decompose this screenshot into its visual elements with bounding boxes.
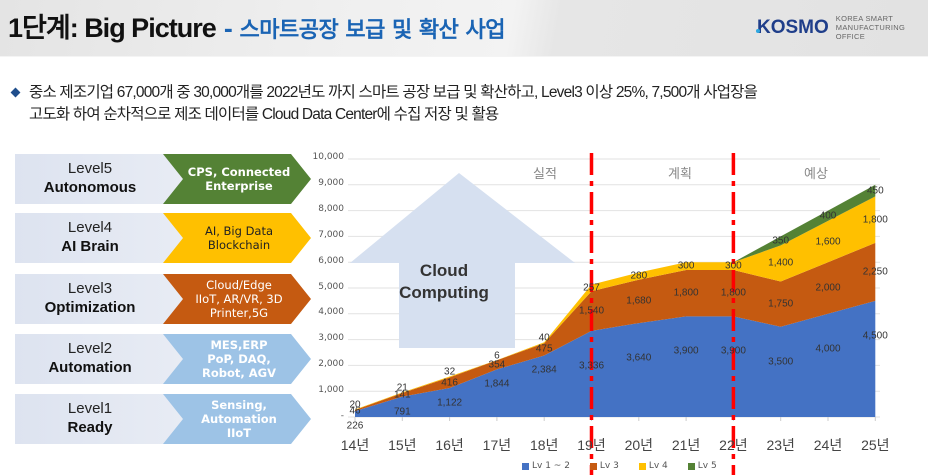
data-label: 4,000 [815, 343, 841, 355]
data-label: 2,000 [815, 282, 841, 294]
data-label: 450 [866, 185, 884, 197]
data-label: 1,540 [578, 305, 605, 317]
data-label: 20 [349, 399, 361, 411]
data-label: 1,800 [720, 287, 746, 299]
logo-mark: KOSMO [756, 16, 829, 38]
data-label: 1,800 [673, 287, 699, 299]
section-forecast: 예상 [804, 167, 828, 182]
data-label: 416 [441, 377, 458, 389]
bullet-line-1: 중소 제조기업 67,000개 중 30,000개를 2022년도 까지 스마트… [29, 84, 758, 101]
x-tick-label: 20년 [624, 437, 654, 453]
data-label: 46 [349, 405, 361, 417]
x-tick-label: 19년 [577, 437, 606, 453]
data-label: 350 [772, 235, 790, 247]
level-1-label: Level1 Ready [15, 394, 185, 444]
level-5-tech-arrow: CPS, Connected Enterprise [163, 154, 311, 204]
data-label: 400 [819, 210, 837, 222]
legend-lv4: Lv 4 [638, 461, 668, 471]
data-label: 1,122 [437, 397, 463, 409]
level-1-row: Level1 Ready Sensing, Automation IIoT [15, 394, 315, 446]
summary-bullet: 중소 제조기업 67,000개 중 30,000개를 2022년도 까지 스마트… [10, 82, 912, 126]
logo-dot-icon [756, 28, 760, 33]
y-axis: - 1,000 2,000 3,000 4,000 5,000 6,000 7,… [312, 152, 345, 421]
data-label: 1,680 [626, 295, 652, 307]
data-label: 1,750 [768, 298, 794, 310]
data-label: 1,800 [862, 214, 888, 226]
legend-swatch-icon [522, 462, 529, 470]
data-label: 141 [393, 389, 411, 401]
level-1-tech-arrow: Sensing, Automation IIoT [163, 394, 311, 444]
chart-legend: Lv 1 ~ 2 Lv 3 Lv 4 Lv 5 [522, 461, 717, 471]
chart-plot [348, 153, 880, 475]
data-label: 354 [488, 359, 506, 371]
level-4-label: Level4 AI Brain [15, 213, 185, 263]
x-tick-label: 14년 [340, 437, 370, 453]
kosmo-logo: KOSMO KOREA SMART MANUFACTURING OFFICE [756, 14, 928, 41]
level-4-tech-arrow: AI, Big Data Blockchain [163, 213, 311, 263]
data-label: 1,600 [815, 236, 841, 248]
cloud-computing-arrow: Cloud Computing [350, 173, 575, 348]
stacked-area-chart: - 1,000 2,000 3,000 4,000 5,000 6,000 7,… [300, 145, 928, 476]
data-label: 40 [538, 332, 550, 344]
data-label: 1,844 [484, 378, 510, 390]
level-3-tech-arrow: Cloud/Edge IIoT, AR/VR, 3D Printer,5G [163, 274, 311, 324]
data-label: 300 [725, 260, 742, 272]
section-actual: 실적 [533, 167, 557, 182]
x-tick-label: 22년 [719, 437, 748, 453]
x-tick-label: 17년 [482, 437, 512, 453]
x-tick-label: 24년 [813, 437, 843, 453]
legend-swatch-icon [638, 462, 646, 470]
level-4-row: Level4 AI Brain AI, Big Data Blockchain [15, 213, 315, 265]
legend-lv12: Lv 1 ~ 2 [522, 461, 570, 471]
page-title: 1단계: Big Picture - 스마트공장 보급 및 확산 사업 [8, 6, 506, 46]
data-label: 280 [630, 270, 648, 282]
data-label: 3,500 [768, 356, 794, 368]
level-2-row: Level2 Automation MES,ERP PoP, DAQ, Robo… [15, 334, 315, 386]
x-tick-label: 16년 [435, 437, 464, 453]
level-5-row: Level5 Autonomous CPS, Connected Enterpr… [15, 154, 315, 206]
data-label: 21 [396, 382, 408, 394]
data-label: 257 [583, 282, 600, 294]
x-tick-label: 23년 [766, 437, 795, 453]
up-arrow-icon [350, 173, 575, 348]
header-bar: 1단계: Big Picture - 스마트공장 보급 및 확산 사업 KOSM… [0, 0, 928, 57]
x-tick-label: 21년 [671, 437, 701, 453]
data-label: 3,900 [673, 345, 699, 357]
data-label: 4,500 [862, 330, 888, 342]
data-label: 3,900 [720, 345, 746, 357]
data-label: 3,640 [626, 352, 652, 364]
data-label: 2,250 [862, 266, 888, 278]
data-label: 226 [346, 420, 364, 432]
data-label: 32 [444, 366, 456, 378]
legend-lv3: Lv 3 [589, 461, 619, 471]
x-tick-label: 15년 [388, 437, 417, 453]
legend-swatch-icon [589, 462, 597, 470]
title-sub: - 스마트공장 보급 및 확산 사업 [223, 18, 506, 43]
level-5-label: Level5 Autonomous [15, 154, 185, 204]
data-label: 1,400 [768, 257, 794, 269]
legend-swatch-icon [687, 462, 695, 470]
logo-tagline: KOREA SMART MANUFACTURING OFFICE [835, 14, 906, 41]
x-tick-label: 18년 [529, 437, 559, 453]
legend-lv5: Lv 5 [687, 461, 717, 471]
data-label: 2,384 [531, 364, 557, 376]
level-3-label: Level3 Optimization [15, 274, 185, 324]
section-plan: 계획 [668, 167, 692, 182]
bullet-line-2: 고도화 하여 순차적으로 제조 데이터를 Cloud Data Center에 … [29, 106, 499, 123]
data-label: 791 [393, 406, 411, 418]
level-2-label: Level2 Automation [15, 334, 185, 384]
data-label: 6 [494, 350, 500, 362]
x-tick-label: 25년 [861, 437, 890, 453]
data-label: 300 [677, 260, 695, 272]
level-3-row: Level3 Optimization Cloud/Edge IIoT, AR/… [15, 274, 315, 326]
cloud-computing-label: Cloud Computing [399, 261, 489, 302]
data-label: 3,336 [578, 360, 605, 372]
diamond-bullet-icon [10, 87, 21, 98]
title-main: 1단계: Big Picture [8, 13, 217, 43]
level-2-tech-arrow: MES,ERP PoP, DAQ, Robot, AGV [163, 334, 311, 384]
data-label: 475 [535, 343, 553, 355]
